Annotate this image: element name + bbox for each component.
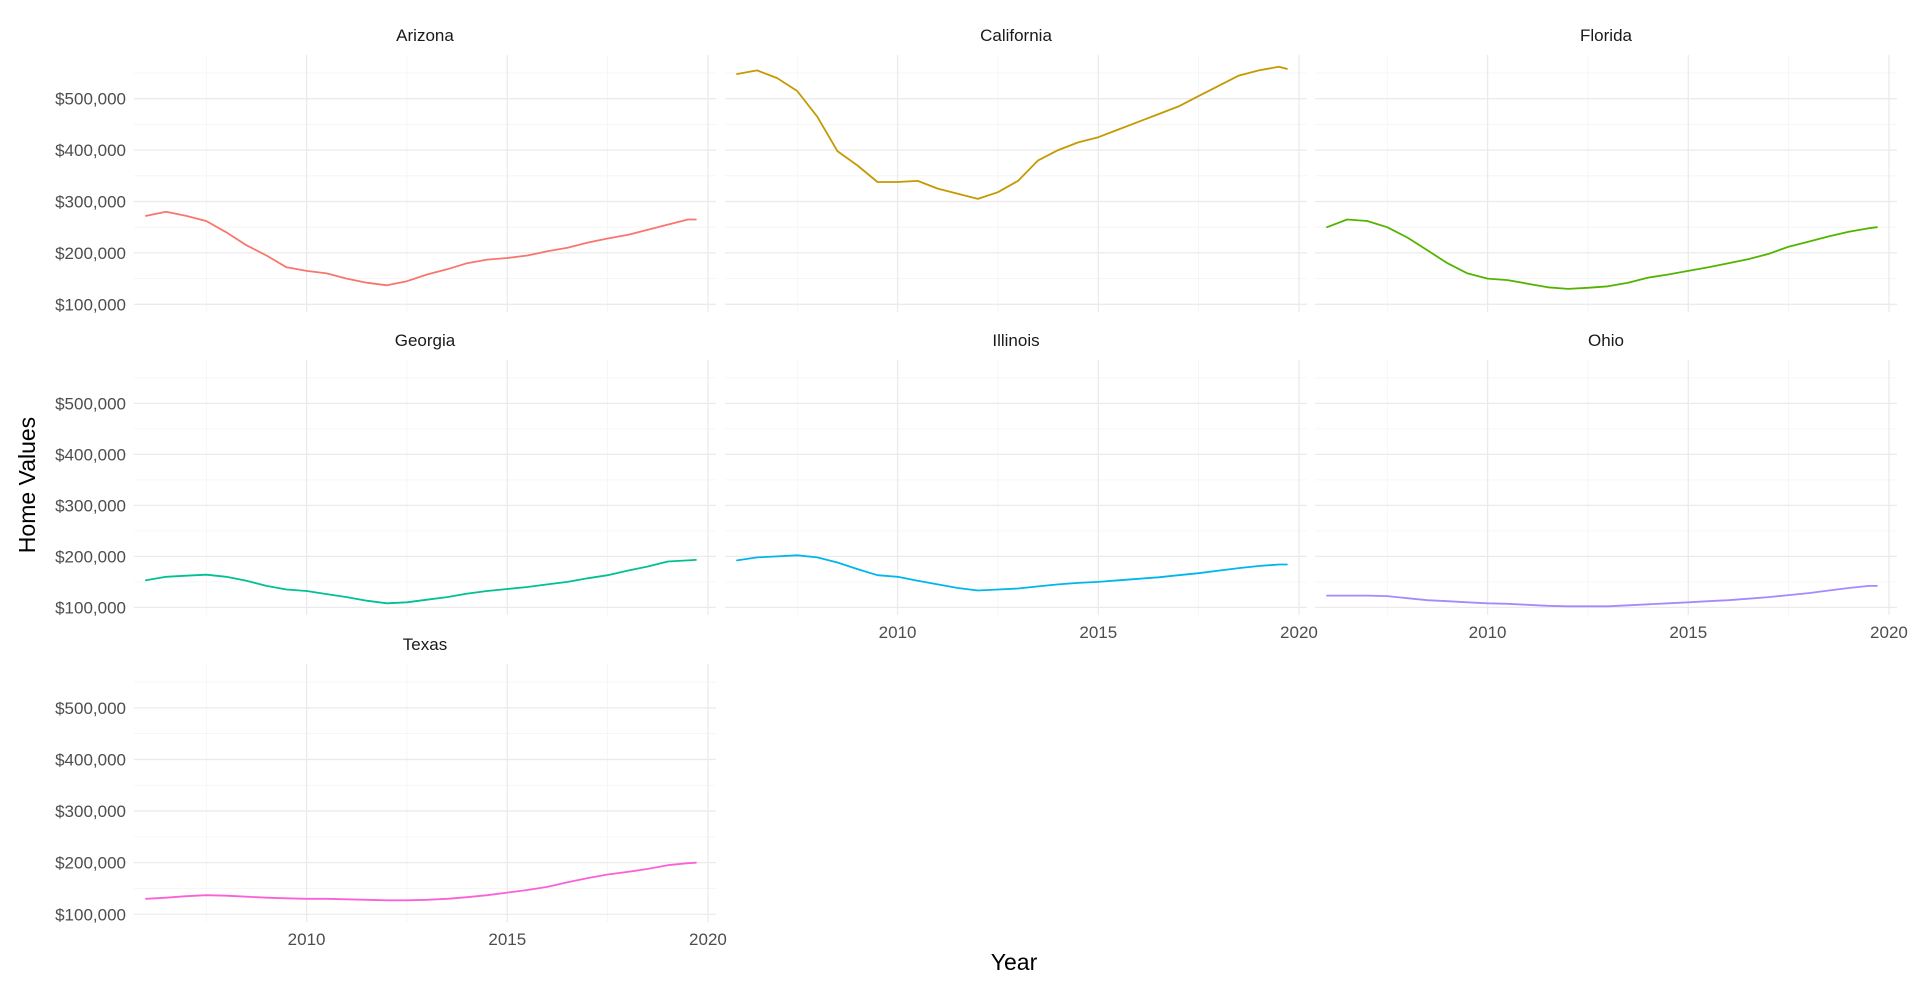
x-tick-label: 2010	[879, 623, 917, 642]
panel-title-texas: Texas	[403, 635, 447, 654]
x-tick-label: 2015	[488, 930, 526, 949]
x-tick-label: 2015	[1669, 623, 1707, 642]
panel-georgia: Georgia	[134, 331, 716, 615]
series-line-texas	[145, 861, 697, 902]
x-tick-label: 2010	[1469, 623, 1507, 642]
panel-title-california: California	[980, 26, 1052, 45]
y-tick-label: $400,000	[55, 445, 126, 464]
y-tick-label: $200,000	[55, 547, 126, 566]
y-tick-label: $300,000	[55, 802, 126, 821]
series-line-florida	[1326, 218, 1878, 290]
panel-title-illinois: Illinois	[992, 331, 1039, 350]
panel-ohio: Ohio	[1315, 331, 1897, 615]
y-tick-label: $500,000	[55, 90, 126, 109]
y-tick-label: $400,000	[55, 750, 126, 769]
y-tick-label: $200,000	[55, 244, 126, 263]
series-line-ohio	[1326, 585, 1878, 608]
x-axis-title: Year	[991, 949, 1038, 975]
y-tick-label: $400,000	[55, 141, 126, 160]
series-line-illinois	[736, 554, 1288, 592]
y-tick-label: $100,000	[55, 905, 126, 924]
y-tick-label: $100,000	[55, 598, 126, 617]
y-axis-tick-labels: $100,000 $200,000 $300,000 $400,000 $500,000…	[55, 90, 126, 925]
y-tick-label: $300,000	[55, 192, 126, 211]
series-line-arizona	[145, 210, 697, 287]
x-axis-tick-labels: 2010 2015 2020 2010 2015 2020 2010 2015 2020	[288, 623, 1908, 949]
y-axis-title: Home Values	[14, 417, 40, 553]
x-tick-label: 2020	[1870, 623, 1908, 642]
panel-title-georgia: Georgia	[395, 331, 456, 350]
panel-florida: Florida	[1315, 26, 1897, 312]
y-tick-label: $300,000	[55, 496, 126, 515]
panel-california: California	[725, 26, 1307, 312]
panel-title-arizona: Arizona	[396, 26, 454, 45]
x-tick-label: 2010	[288, 930, 326, 949]
panel-texas: Texas	[134, 635, 716, 922]
panel-arizona: Arizona	[134, 26, 716, 312]
panel-title-ohio: Ohio	[1588, 331, 1624, 350]
y-tick-label: $200,000	[55, 854, 126, 873]
panel-title-florida: Florida	[1580, 26, 1633, 45]
series-line-california	[736, 65, 1288, 200]
y-tick-label: $500,000	[55, 394, 126, 413]
y-tick-label: $500,000	[55, 699, 126, 718]
x-tick-label: 2020	[689, 930, 727, 949]
x-tick-label: 2015	[1079, 623, 1117, 642]
panels-layer: Arizona California Florida Georgia Illinois O…	[134, 26, 1897, 922]
panel-illinois: Illinois	[725, 331, 1307, 615]
series-line-georgia	[145, 559, 697, 605]
x-tick-label: 2020	[1280, 623, 1318, 642]
y-tick-label: $100,000	[55, 295, 126, 314]
